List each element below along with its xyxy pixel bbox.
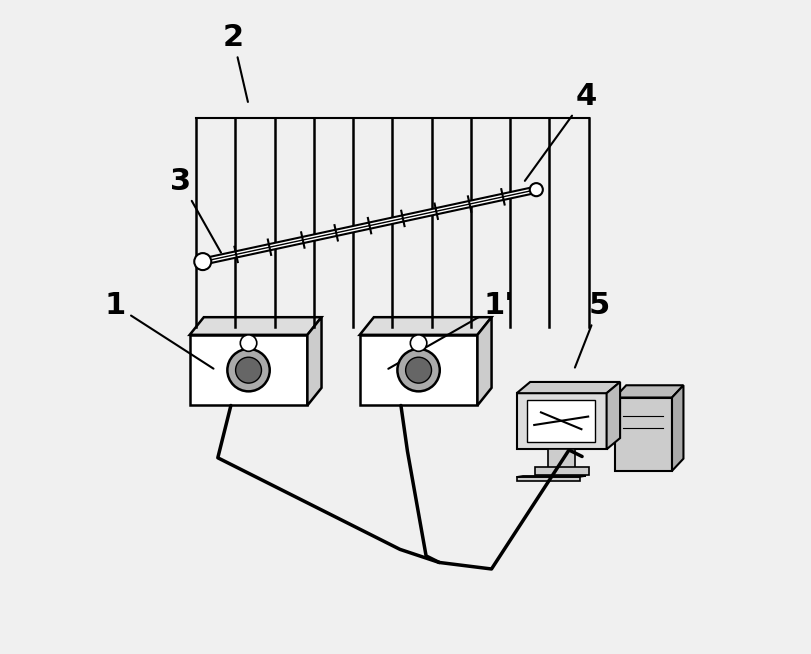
FancyBboxPatch shape xyxy=(534,466,589,475)
FancyBboxPatch shape xyxy=(360,335,478,405)
FancyBboxPatch shape xyxy=(548,449,575,471)
Circle shape xyxy=(406,357,431,383)
Text: 5: 5 xyxy=(575,291,610,368)
Circle shape xyxy=(235,357,261,383)
Text: 1': 1' xyxy=(388,291,514,369)
Circle shape xyxy=(410,335,427,351)
Polygon shape xyxy=(307,317,321,405)
Text: 1: 1 xyxy=(105,291,213,369)
Polygon shape xyxy=(517,382,620,393)
FancyBboxPatch shape xyxy=(517,393,607,449)
Polygon shape xyxy=(478,317,491,405)
Circle shape xyxy=(240,335,257,351)
Polygon shape xyxy=(517,476,586,477)
Circle shape xyxy=(530,183,543,196)
Polygon shape xyxy=(672,385,684,471)
FancyBboxPatch shape xyxy=(517,477,580,481)
Circle shape xyxy=(397,349,440,391)
Polygon shape xyxy=(607,382,620,449)
Polygon shape xyxy=(615,385,684,398)
Circle shape xyxy=(195,253,211,270)
FancyBboxPatch shape xyxy=(190,335,307,405)
Text: 2: 2 xyxy=(222,23,248,102)
Polygon shape xyxy=(360,317,491,335)
Text: 4: 4 xyxy=(525,82,597,181)
Polygon shape xyxy=(190,317,321,335)
FancyBboxPatch shape xyxy=(527,400,595,442)
Text: 3: 3 xyxy=(170,167,221,252)
FancyBboxPatch shape xyxy=(615,398,672,471)
Circle shape xyxy=(227,349,270,391)
